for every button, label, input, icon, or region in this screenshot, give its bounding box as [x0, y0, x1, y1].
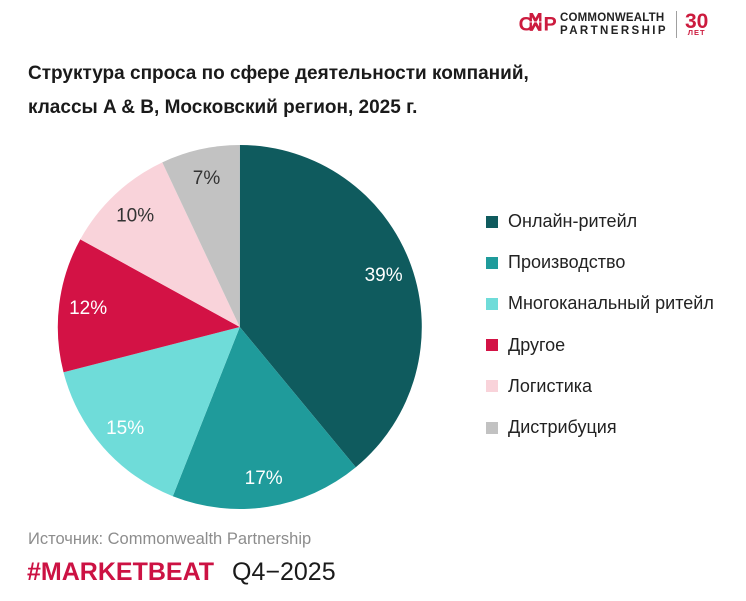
svg-text:7%: 7%: [193, 168, 221, 189]
svg-text:39%: 39%: [365, 265, 403, 286]
svg-text:17%: 17%: [245, 468, 283, 489]
svg-text:10%: 10%: [116, 206, 154, 227]
svg-text:12%: 12%: [69, 298, 107, 319]
svg-text:15%: 15%: [106, 418, 144, 439]
